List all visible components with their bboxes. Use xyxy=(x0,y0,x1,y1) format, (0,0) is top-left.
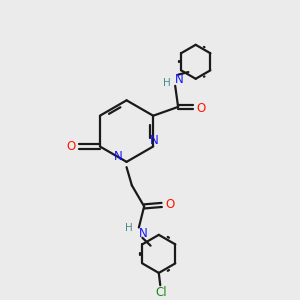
Text: O: O xyxy=(196,102,206,115)
Text: O: O xyxy=(67,140,76,153)
Text: Cl: Cl xyxy=(155,286,167,299)
Text: N: N xyxy=(150,134,159,146)
Text: H: H xyxy=(125,223,133,233)
Text: N: N xyxy=(139,227,147,240)
Text: N: N xyxy=(114,150,123,163)
Text: N: N xyxy=(175,74,184,86)
Text: H: H xyxy=(163,78,170,88)
Text: O: O xyxy=(165,198,175,212)
